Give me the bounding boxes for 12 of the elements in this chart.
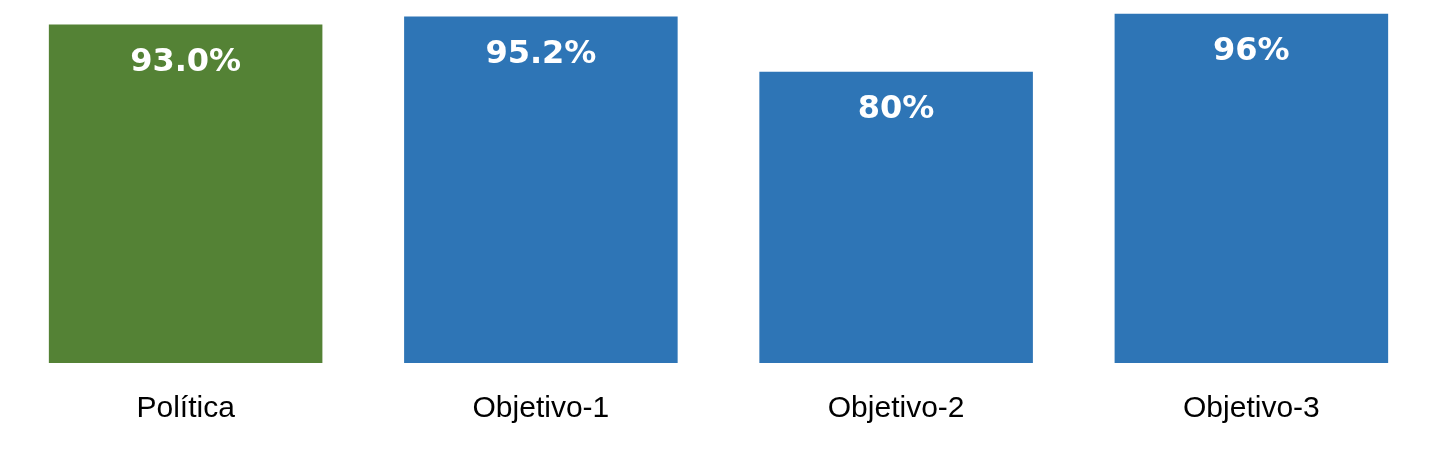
- bar: [48, 24, 323, 363]
- x-tick-label: Objetivo-1: [472, 390, 610, 424]
- bar: [759, 71, 1033, 363]
- x-tick-label: Objetivo-2: [827, 390, 965, 424]
- data-label: 93.0%: [130, 40, 242, 79]
- data-label: 80%: [857, 88, 935, 127]
- data-label: 96%: [1213, 29, 1290, 68]
- bar: [404, 16, 678, 363]
- data-label: 95.2%: [485, 32, 597, 71]
- bar: [1114, 13, 1389, 363]
- x-tick-label: Política: [136, 390, 236, 424]
- x-tick-label: Objetivo-3: [1183, 390, 1320, 424]
